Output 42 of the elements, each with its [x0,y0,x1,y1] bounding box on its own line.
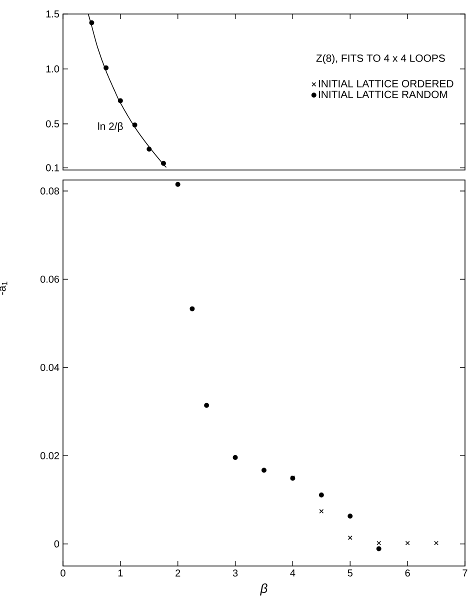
point [376,546,382,552]
y-tick-label: 0.02 [40,452,59,460]
y-tick-label: 0 [54,540,60,548]
point [319,509,324,514]
x-tick-label: 3 [232,570,238,577]
point [89,20,94,26]
y-tick-label: 0.1 [46,164,60,172]
x-tick-label: 1 [118,570,123,576]
point [190,306,195,312]
x-tick-label: 7 [462,570,468,576]
point [132,122,138,128]
y-tick-label: 0.5 [46,120,60,128]
point [175,182,180,187]
point [204,402,210,408]
x-tick-label: 0 [60,570,66,577]
point [318,492,324,498]
point [232,454,238,460]
legend-label: INITIAL LATTICE RANDOM [318,90,448,98]
point [434,540,439,546]
point [262,468,266,473]
legend-label: INITIAL LATTICE ORDERED [318,80,454,88]
point [376,540,382,546]
y-tick-label: 0.06 [40,276,60,283]
y-tick-label: 1.5 [46,10,60,18]
y-tick-label: 0.04 [40,364,60,371]
x-axis-title: β [260,583,268,596]
x-tick-label: 4 [290,570,296,576]
y-tick-label: 1.0 [46,65,60,72]
point [348,514,353,519]
point [405,540,410,546]
y-tick-label: 0.08 [40,187,60,195]
point [104,65,109,70]
point [161,160,166,166]
point [146,146,152,152]
y-axis-title: -a$_{1}$ [0,282,8,295]
x-tick-label: 6 [405,570,410,577]
x-tick-label: 2 [176,570,180,576]
x-tick-label: 5 [348,570,352,576]
annotation: Z(8), FITS TO 4 x 4 LOOPS [316,54,445,64]
point [118,98,123,104]
point [348,536,352,540]
series-label: ln 2/β [98,122,123,132]
